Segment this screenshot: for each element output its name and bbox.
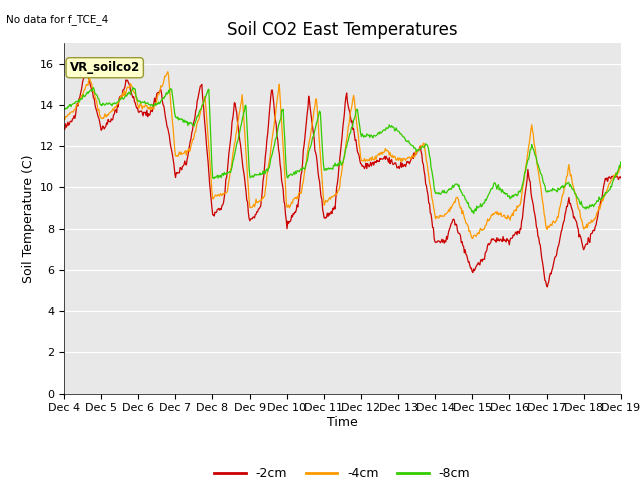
Text: No data for f_TCE_4: No data for f_TCE_4: [6, 14, 109, 25]
-4cm: [60, 116, 68, 122]
-8cm: [127, 88, 135, 94]
Legend: -2cm, -4cm, -8cm: -2cm, -4cm, -8cm: [209, 462, 476, 480]
-8cm: [428, 165, 435, 171]
-8cm: [617, 159, 625, 165]
Line: -2cm: -2cm: [64, 69, 621, 287]
Line: -4cm: -4cm: [64, 72, 621, 239]
-4cm: [617, 165, 625, 171]
-4cm: [70, 107, 78, 113]
-2cm: [60, 126, 68, 132]
X-axis label: Time: Time: [327, 416, 358, 429]
-2cm: [543, 284, 551, 290]
-4cm: [185, 146, 193, 152]
-8cm: [129, 84, 137, 90]
Line: -8cm: -8cm: [64, 87, 621, 214]
-4cm: [214, 192, 222, 197]
-8cm: [70, 100, 78, 106]
Title: Soil CO2 East Temperatures: Soil CO2 East Temperatures: [227, 21, 458, 39]
-4cm: [428, 188, 435, 193]
-4cm: [411, 154, 419, 160]
-2cm: [214, 206, 222, 212]
-8cm: [60, 106, 68, 112]
-4cm: [468, 236, 476, 241]
-2cm: [70, 113, 78, 119]
Y-axis label: Soil Temperature (C): Soil Temperature (C): [22, 154, 35, 283]
-4cm: [127, 83, 135, 88]
-8cm: [411, 145, 419, 151]
-2cm: [185, 147, 193, 153]
-2cm: [617, 175, 625, 181]
-8cm: [470, 211, 477, 216]
-2cm: [428, 211, 435, 217]
Text: VR_soilco2: VR_soilco2: [70, 61, 140, 74]
-8cm: [214, 175, 222, 181]
-4cm: [164, 69, 172, 75]
-8cm: [185, 120, 193, 125]
-2cm: [83, 66, 90, 72]
-2cm: [128, 93, 136, 98]
-2cm: [411, 152, 419, 158]
